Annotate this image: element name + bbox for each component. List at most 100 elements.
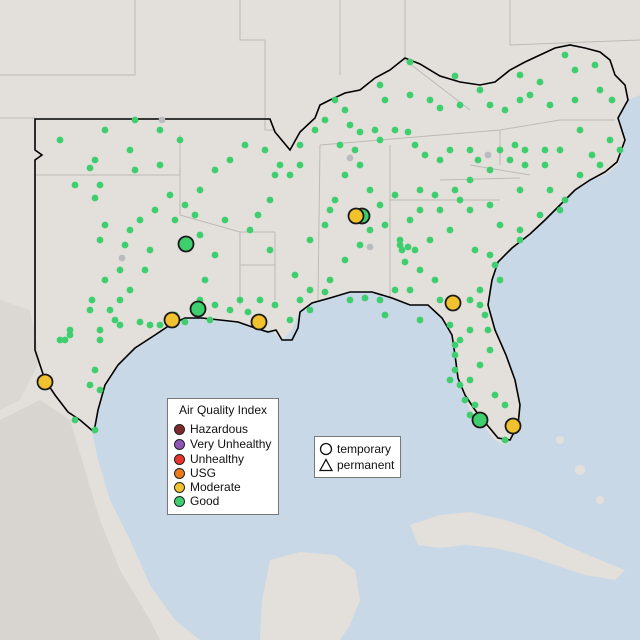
monitor-dot — [471, 401, 479, 409]
monitor-dot — [521, 146, 529, 154]
monitor-dot — [466, 296, 474, 304]
monitor-dot — [101, 126, 109, 134]
monitor-dot — [456, 196, 464, 204]
shape-legend-item: permanent — [319, 457, 394, 472]
station-marker-moderate[interactable] — [250, 313, 268, 331]
monitor-dot — [576, 171, 584, 179]
monitor-dot — [541, 161, 549, 169]
monitor-dot — [451, 341, 459, 349]
monitor-dot — [61, 336, 69, 344]
monitor-dot — [446, 226, 454, 234]
monitor-dot — [546, 186, 554, 194]
monitor-dot — [466, 146, 474, 154]
highlighted-stations — [36, 207, 522, 435]
monitor-dot — [446, 321, 454, 329]
monitor-dot — [256, 296, 264, 304]
station-marker-moderate[interactable] — [504, 417, 522, 435]
unhealthy-swatch — [174, 453, 185, 465]
monitor-dot — [96, 336, 104, 344]
land-florida — [440, 300, 520, 445]
moderate-swatch — [174, 481, 185, 493]
monitor-dot — [426, 96, 434, 104]
monitor-dot — [244, 308, 252, 316]
monitor-dot — [496, 146, 504, 154]
monitor-dot — [596, 161, 604, 169]
monitor-dot — [576, 126, 584, 134]
monitor-dot — [286, 316, 294, 324]
monitor-dot — [391, 191, 399, 199]
terrain-shading — [0, 300, 40, 410]
monitor-dot — [431, 276, 439, 284]
monitor-dot — [556, 146, 564, 154]
aqi-legend-item: Hazardous — [174, 422, 248, 436]
usg-swatch — [174, 467, 185, 479]
monitor-dot — [491, 261, 499, 269]
monitor-dot — [541, 146, 549, 154]
monitor-dot — [436, 206, 444, 214]
monitor-dot — [396, 236, 404, 244]
monitor-dot — [126, 146, 134, 154]
terrain-shading — [0, 400, 160, 640]
monitor-dot — [451, 186, 459, 194]
monitor-dot — [351, 146, 359, 154]
monitor-dot — [146, 321, 154, 329]
monitor-dot — [406, 286, 414, 294]
monitor-dot — [501, 436, 509, 444]
monitor-dot — [181, 318, 189, 326]
monitor-dot — [516, 186, 524, 194]
monitor-dot — [91, 156, 99, 164]
monitor-dot — [331, 96, 339, 104]
station-marker-moderate[interactable] — [444, 294, 462, 312]
monitor-dot — [296, 141, 304, 149]
monitor-dot — [96, 236, 104, 244]
monitor-dot — [311, 126, 319, 134]
monitor-dot — [521, 161, 529, 169]
monitor-dot — [116, 266, 124, 274]
monitor-dot — [481, 311, 489, 319]
monitor-dot — [506, 156, 514, 164]
monitor-dot — [376, 81, 384, 89]
land-cuba — [410, 512, 625, 580]
monitor-dot — [346, 296, 354, 304]
monitor-dot — [376, 296, 384, 304]
inactive-monitor-dot — [366, 243, 374, 251]
monitor-dot — [616, 146, 624, 154]
monitor-dot — [306, 236, 314, 244]
station-marker-moderate[interactable] — [36, 373, 54, 391]
monitor-dot — [361, 294, 369, 302]
monitor-dot — [496, 276, 504, 284]
monitor-dot — [491, 391, 499, 399]
monitor-dot — [516, 96, 524, 104]
monitor-dot — [86, 381, 94, 389]
monitor-dot — [404, 128, 412, 136]
monitor-dot — [501, 401, 509, 409]
aqi-legend-label: Very Unhealthy — [190, 437, 272, 451]
monitor-dot — [608, 96, 616, 104]
triangle-icon — [319, 457, 333, 471]
monitor-dot — [571, 66, 579, 74]
monitor-dot — [346, 121, 354, 129]
monitor-dot — [131, 116, 139, 124]
monitor-dot — [276, 161, 284, 169]
shape-legend-label: temporary — [337, 441, 392, 456]
aqi-legend-item: Good — [174, 494, 219, 508]
station-marker-good[interactable] — [471, 411, 489, 429]
aqi-legend: Air Quality Index Hazardous Very Unhealt… — [167, 398, 279, 515]
station-marker-good[interactable] — [177, 235, 195, 253]
monitor-dot — [196, 186, 204, 194]
station-marker-good[interactable] — [189, 300, 207, 318]
station-marker-moderate[interactable] — [347, 207, 365, 225]
monitor-dot — [356, 161, 364, 169]
monitor-dot — [556, 206, 564, 214]
monitor-dot — [321, 116, 329, 124]
monitor-dot — [196, 231, 204, 239]
monitor-dot — [326, 206, 334, 214]
land-yucatan — [260, 552, 360, 640]
monitor-dot — [91, 426, 99, 434]
monitor-dot — [241, 141, 249, 149]
station-marker-moderate[interactable] — [163, 311, 181, 329]
monitor-dot — [561, 51, 569, 59]
inactive-monitor-dots — [118, 116, 492, 262]
monitor-dot — [591, 61, 599, 69]
